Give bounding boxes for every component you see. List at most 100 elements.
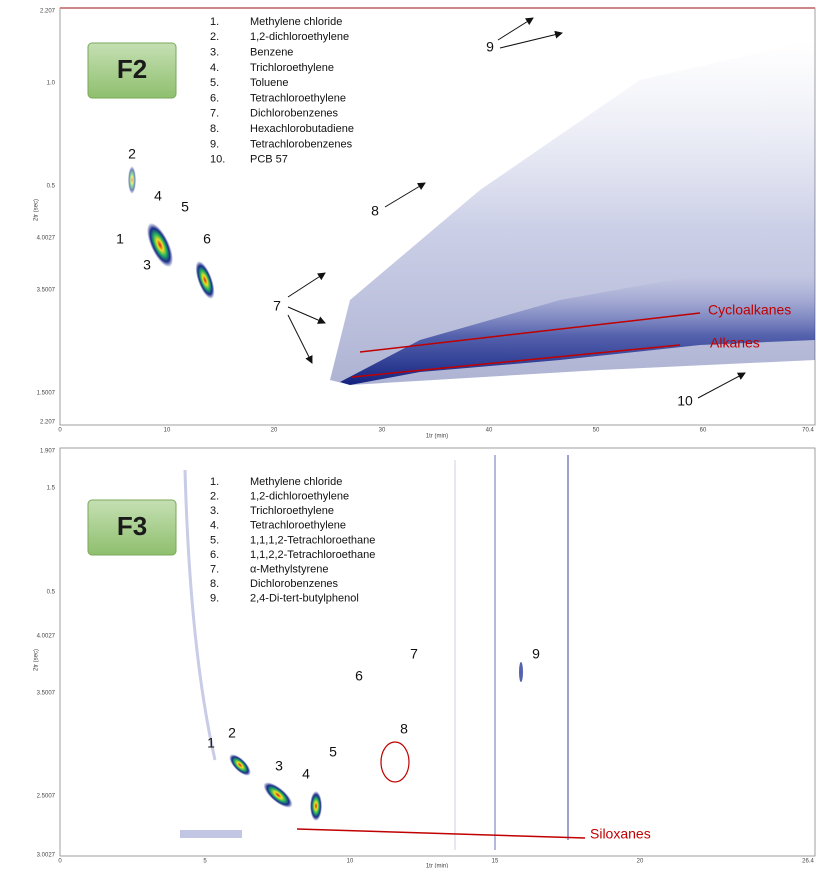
peak-blob	[229, 754, 251, 776]
y-tick-label: 3.5007	[37, 691, 56, 697]
arrow	[287, 306, 326, 324]
peak-blob	[128, 166, 136, 194]
compound-number: 1.	[210, 16, 219, 28]
compound-number: 7.	[210, 564, 219, 576]
y-tick-label: 1.5007	[37, 391, 56, 397]
compound-name: Trichloroethylene	[250, 505, 334, 517]
y-tick-label: 4.0027	[37, 236, 56, 242]
compound-name: 2,4-Di-tert-butylphenol	[250, 593, 359, 605]
y-tick-label: 0.5	[47, 184, 56, 190]
annotation: Cycloalkanes	[708, 302, 791, 318]
compound-number: 1.	[210, 476, 219, 488]
peak-label: 4	[302, 766, 310, 782]
x-tick-label: 10	[347, 859, 354, 865]
peak-label: 1	[116, 231, 124, 247]
peak-blob	[310, 791, 322, 821]
fraction-box	[87, 42, 177, 99]
x-axis-title: 1tr (min)	[426, 434, 448, 440]
annotation: Siloxanes	[590, 826, 651, 842]
compound-name: Methylene chloride	[250, 16, 342, 28]
peak-blob	[519, 662, 523, 682]
arrow	[497, 17, 534, 41]
peak-label: 5	[329, 744, 337, 760]
compound-number: 10.	[210, 154, 225, 166]
y-tick-label: 1.907	[40, 449, 56, 455]
x-tick-label: 0	[58, 859, 62, 865]
compound-name: Toluene	[250, 77, 289, 89]
trend-line	[296, 828, 586, 839]
compound-name: Tetrachloroethylene	[250, 92, 346, 104]
compound-name: Hexachlorobutadiene	[250, 123, 354, 135]
y-tick-label: 2.5007	[37, 794, 56, 800]
peak-label: 2	[228, 725, 236, 741]
compound-name: Dichlorobenzenes	[250, 578, 339, 590]
arrow	[499, 30, 563, 49]
baseline-blob	[180, 830, 242, 838]
peak-label: 9	[532, 646, 540, 662]
compound-number: 5.	[210, 534, 219, 546]
peak-label: 8	[400, 721, 408, 737]
compound-number: 6.	[210, 92, 219, 104]
arrow	[287, 272, 326, 298]
y-tick-label: 2.207	[40, 420, 56, 426]
peak-label: 3	[275, 758, 283, 774]
compound-name: Benzene	[250, 47, 293, 59]
compound-name: α-Methylstyrene	[250, 564, 329, 576]
fraction-label: F3	[117, 511, 147, 541]
compound-number: 6.	[210, 549, 219, 561]
arrow	[697, 372, 746, 399]
peak-label: 2	[128, 146, 136, 162]
x-tick-label: 20	[637, 859, 644, 865]
panel-f2	[59, 7, 816, 426]
peak-blob	[146, 222, 174, 268]
y-axis-title: 2tr (sec)	[34, 199, 40, 221]
y-tick-label: 3.5007	[37, 288, 56, 294]
x-tick-label: 60	[700, 428, 707, 434]
compound-number: 4.	[210, 520, 219, 532]
peak-label: 8	[371, 203, 379, 219]
compound-name: 1,2-dichloroethylene	[250, 491, 349, 503]
x-tick-label: 70.4	[802, 428, 814, 434]
peak-label: 7	[410, 646, 418, 662]
compound-name: Tetrachlorobenzenes	[250, 138, 353, 150]
compound-number: 4.	[210, 62, 219, 74]
compound-number: 2.	[210, 31, 219, 43]
arrow	[384, 182, 426, 208]
peak-label: 6	[203, 231, 211, 247]
x-tick-label: 5	[203, 859, 207, 865]
x-axis-title: 1tr (min)	[426, 864, 448, 868]
peak-blob	[263, 782, 293, 808]
peak-label: 9	[486, 39, 494, 55]
trend-line	[351, 344, 681, 378]
compound-name: 1,1,1,2-Tetrachloroethane	[250, 534, 375, 546]
x-tick-label: 26.4	[802, 859, 814, 865]
peak-label: 4	[154, 188, 162, 204]
solvent-tail	[183, 469, 217, 761]
compound-name: 1,2-dichloroethylene	[250, 31, 349, 43]
peak-label: 5	[181, 199, 189, 215]
x-tick-label: 20	[271, 428, 278, 434]
x-tick-label: 15	[492, 859, 499, 865]
y-axis-title: 2tr (sec)	[34, 649, 40, 671]
trend-line	[359, 312, 701, 353]
peak-label: 3	[143, 257, 151, 273]
peak-label: 10	[677, 393, 693, 409]
y-tick-label: 1.5	[47, 486, 56, 492]
peak-label: 6	[355, 668, 363, 684]
compound-name: Dichlorobenzenes	[250, 108, 339, 120]
compound-number: 2.	[210, 491, 219, 503]
compound-name: 1,1,2,2-Tetrachloroethane	[250, 549, 375, 561]
compound-name: PCB 57	[250, 154, 288, 166]
annotation: Alkanes	[710, 335, 760, 351]
y-tick-label: 0.5	[47, 590, 56, 596]
x-tick-label: 0	[58, 428, 62, 434]
compound-name: Tetrachloroethylene	[250, 520, 346, 532]
compound-number: 5.	[210, 77, 219, 89]
peak-label: 1	[207, 735, 215, 751]
compound-number: 8.	[210, 578, 219, 590]
arrow	[287, 314, 313, 364]
x-tick-label: 30	[379, 428, 386, 434]
y-tick-label: 2.207	[40, 9, 56, 15]
